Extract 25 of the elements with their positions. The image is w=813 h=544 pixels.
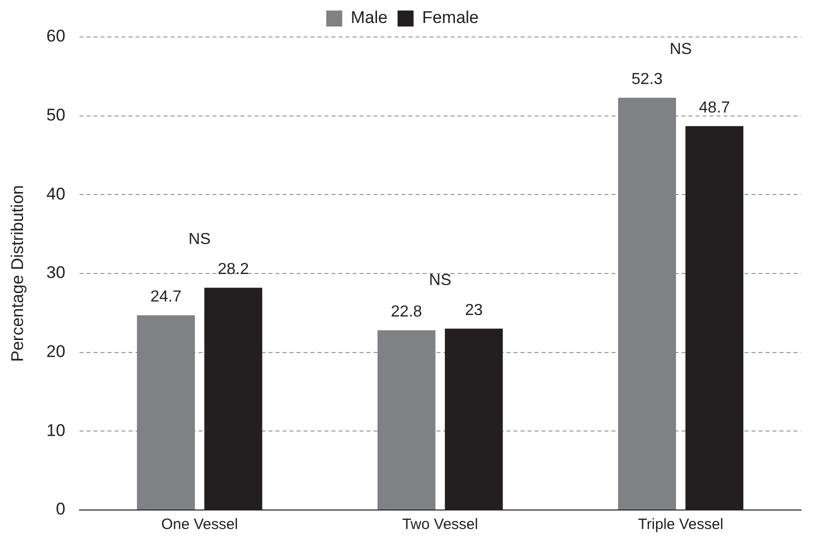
bar [378, 330, 436, 510]
data-label: 28.2 [218, 261, 249, 278]
data-label: 24.7 [150, 288, 182, 306]
annotation: NS [188, 231, 211, 248]
legend-label: Female [422, 8, 479, 28]
annotation: NS [429, 272, 452, 290]
x-tick-label: Triple Vessel [638, 516, 724, 534]
y-tick-label: 50 [46, 106, 66, 125]
bar [136, 315, 195, 510]
data-label: 48.7 [698, 99, 730, 116]
y-tick-label: 0 [56, 500, 66, 519]
legend-label: Male [350, 8, 388, 28]
data-label: 23 [464, 302, 483, 320]
data-label: 22.8 [390, 304, 422, 321]
y-tick-label: 20 [46, 342, 66, 362]
x-tick-label: One Vessel [161, 516, 238, 534]
y-axis-title: Percentage Distribution [8, 185, 27, 362]
annotation: NS [670, 41, 692, 58]
y-tick-label: 40 [46, 184, 66, 204]
data-label: 52.3 [631, 71, 663, 88]
y-tick-label: 60 [46, 26, 66, 46]
bar [618, 98, 676, 510]
x-tick-label: Two Vessel [402, 516, 478, 534]
y-tick-label: 30 [46, 263, 66, 282]
y-tick-label: 10 [46, 420, 66, 440]
